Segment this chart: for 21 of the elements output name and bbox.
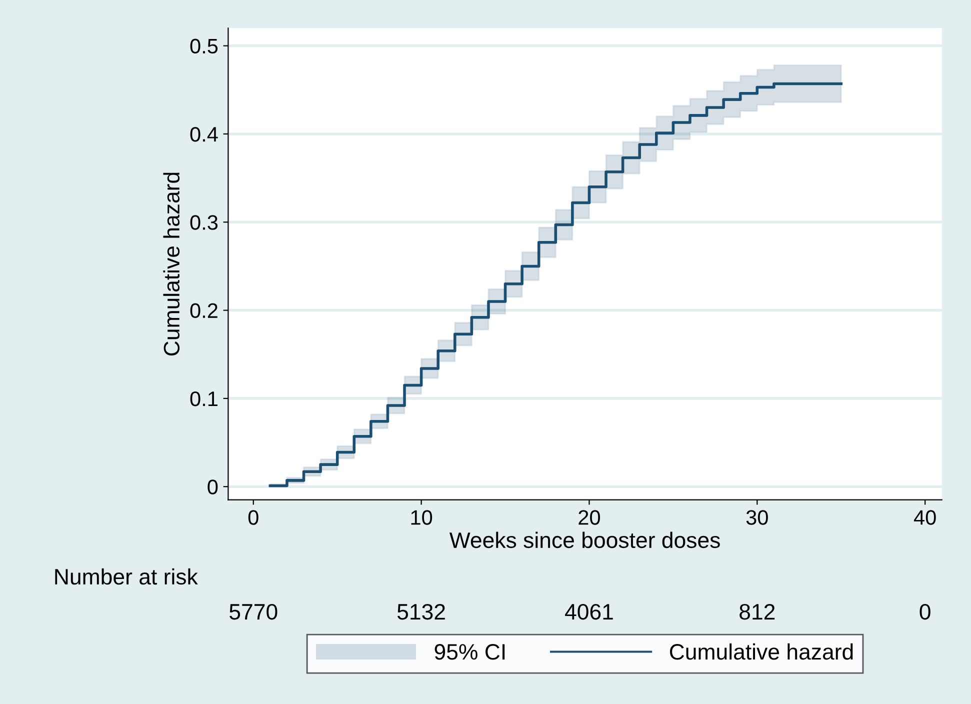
x-tick-label: 10 <box>411 510 432 525</box>
text: 4061 <box>565 604 613 620</box>
text: 95% CI <box>434 644 505 660</box>
text: 812 <box>740 604 775 620</box>
x-tick-label: 30 <box>746 510 768 525</box>
text: 5770 <box>230 604 278 620</box>
y-tick-label: 0.4 <box>190 126 218 142</box>
y-tick-label: 0.1 <box>190 391 218 406</box>
y-tick-label: 0.5 <box>190 38 218 54</box>
x-tick-label: 20 <box>578 510 600 525</box>
y-tick-label: 0 <box>208 480 218 494</box>
legend-label: Cumulative hazard <box>670 643 853 660</box>
text: 5132 <box>397 604 445 620</box>
x-tick-label: 0 <box>248 510 258 525</box>
x-tick-label: 40 <box>914 510 936 525</box>
y-tick-label: 0.3 <box>190 215 218 230</box>
y-tick-label: 0.2 <box>190 303 218 318</box>
text: 0 <box>920 604 930 620</box>
x-axis-title: Weeks since booster doses <box>449 532 720 548</box>
y-axis-title: Cumulative hazard <box>163 172 180 356</box>
text: Number at risk <box>55 568 198 585</box>
